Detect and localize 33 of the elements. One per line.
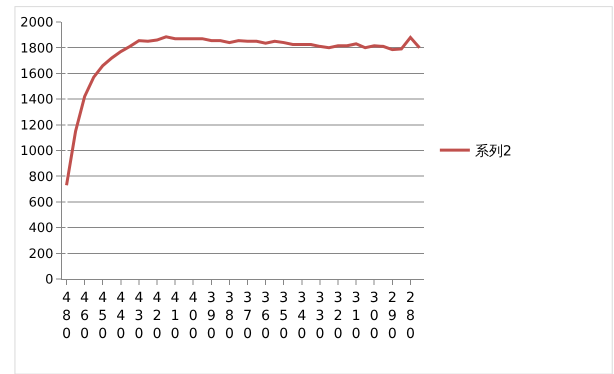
y-tick-label: 200 <box>28 246 54 262</box>
y-tick-label: 1200 <box>20 118 54 134</box>
x-tick-label: 350 <box>279 290 288 342</box>
x-tick-label: 290 <box>388 290 397 342</box>
x-tick-label: 280 <box>406 290 415 342</box>
x-tick-label: 330 <box>315 290 324 342</box>
x-tick-label: 420 <box>152 290 162 342</box>
legend-label: 系列2 <box>474 144 512 160</box>
x-tick-label: 450 <box>98 290 108 342</box>
x-tick-label: 300 <box>370 290 379 342</box>
x-tick-label: 400 <box>188 290 198 342</box>
x-tick-label: 370 <box>243 290 252 342</box>
y-tick-label: 1000 <box>20 144 54 160</box>
x-tick-label: 410 <box>170 290 180 342</box>
y-tick-label: 1800 <box>20 41 54 56</box>
x-tick-label: 310 <box>352 290 361 342</box>
x-tick-label: 440 <box>116 290 126 342</box>
y-tick-label: 1400 <box>20 92 54 108</box>
x-tick-label: 360 <box>261 290 270 342</box>
x-tick-label: 320 <box>334 290 342 342</box>
line-series <box>65 35 421 187</box>
y-tick-label: 400 <box>28 221 54 236</box>
y-tick-label: 600 <box>28 195 54 210</box>
x-tick-label: 430 <box>134 290 144 342</box>
x-tick-label: 460 <box>80 290 90 342</box>
y-tick-label: 0 <box>45 272 54 288</box>
x-tick-label: 340 <box>297 290 306 342</box>
y-tick-label: 2000 <box>20 16 54 31</box>
x-tick-label: 390 <box>206 290 216 342</box>
y-tick-label: 1600 <box>20 66 54 82</box>
x-tick-label: 380 <box>224 290 234 342</box>
x-tick-label: 480 <box>62 290 72 342</box>
y-tick-label: 800 <box>28 170 54 185</box>
